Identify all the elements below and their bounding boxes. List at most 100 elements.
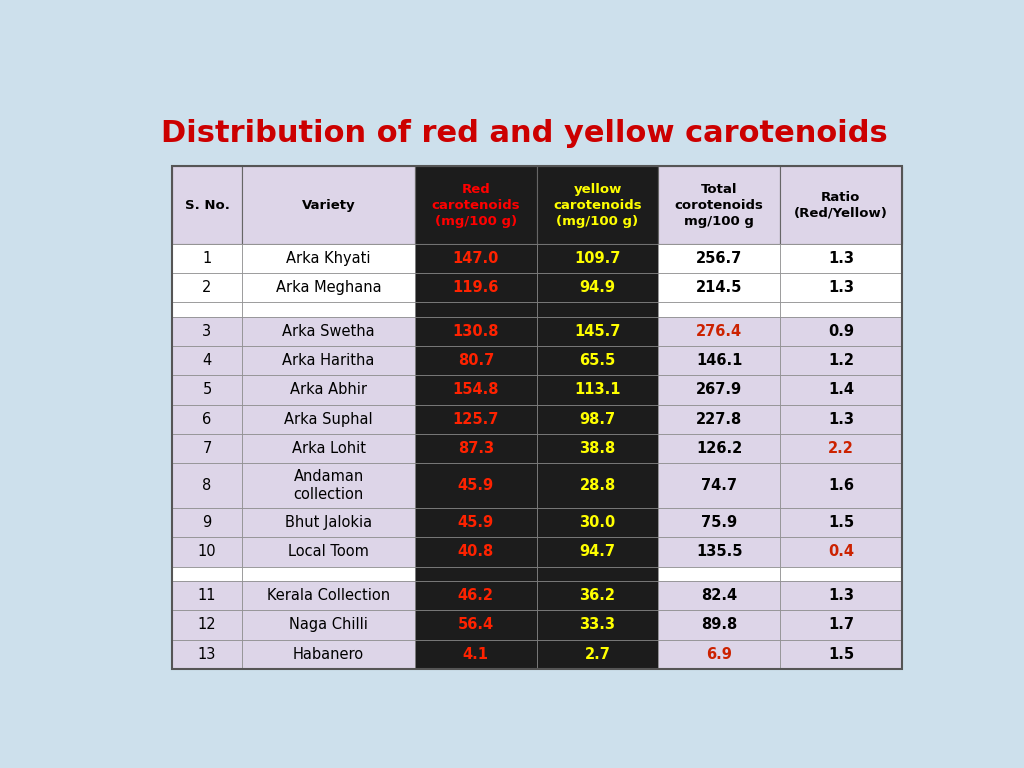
Text: 46.2: 46.2 [458, 588, 494, 603]
Bar [658, 376, 780, 405]
Bar [172, 317, 243, 346]
Bar [780, 346, 902, 376]
Bar [537, 567, 658, 581]
Text: Andaman
collection: Andaman collection [294, 469, 364, 502]
Bar [243, 244, 415, 273]
Text: Arka Swetha: Arka Swetha [283, 324, 375, 339]
Text: 146.1: 146.1 [696, 353, 742, 369]
Text: 33.3: 33.3 [580, 617, 615, 632]
Text: 1.6: 1.6 [828, 478, 854, 493]
Bar [415, 611, 537, 640]
Text: 5: 5 [203, 382, 212, 398]
Bar [658, 538, 780, 567]
Text: S. No.: S. No. [184, 199, 229, 211]
Text: 82.4: 82.4 [701, 588, 737, 603]
Bar [658, 508, 780, 538]
Bar [780, 508, 902, 538]
Text: Naga Chilli: Naga Chilli [289, 617, 368, 632]
Bar [537, 273, 658, 303]
Bar [243, 581, 415, 611]
Text: 8: 8 [203, 478, 212, 493]
Text: Arka Lohit: Arka Lohit [292, 441, 366, 456]
Bar [415, 463, 537, 508]
Text: 0.4: 0.4 [828, 545, 854, 559]
Bar [658, 303, 780, 317]
Bar [537, 376, 658, 405]
Bar [172, 166, 243, 244]
Text: 126.2: 126.2 [696, 441, 742, 456]
Bar [780, 273, 902, 303]
Text: 2.2: 2.2 [828, 441, 854, 456]
Text: 113.1: 113.1 [574, 382, 621, 398]
Text: 45.9: 45.9 [458, 478, 494, 493]
Bar [658, 567, 780, 581]
Text: 28.8: 28.8 [580, 478, 615, 493]
Text: 2.7: 2.7 [585, 647, 610, 662]
Bar [243, 567, 415, 581]
Bar [243, 508, 415, 538]
Bar [243, 376, 415, 405]
Bar [780, 611, 902, 640]
Bar [172, 463, 243, 508]
Bar [243, 166, 415, 244]
Text: 9: 9 [203, 515, 212, 530]
Bar [172, 346, 243, 376]
Bar [780, 434, 902, 463]
Text: 2: 2 [203, 280, 212, 295]
Bar [658, 346, 780, 376]
Bar [537, 581, 658, 611]
Bar [780, 166, 902, 244]
Text: yellow
carotenoids
(mg/100 g): yellow carotenoids (mg/100 g) [553, 183, 642, 227]
Text: 1.5: 1.5 [827, 515, 854, 530]
Bar [415, 405, 537, 434]
Bar [415, 538, 537, 567]
Text: 4.1: 4.1 [463, 647, 488, 662]
Bar [537, 508, 658, 538]
Bar [658, 640, 780, 669]
Text: 256.7: 256.7 [696, 251, 742, 266]
Bar [172, 376, 243, 405]
Text: 94.9: 94.9 [580, 280, 615, 295]
Bar [537, 317, 658, 346]
Text: 36.2: 36.2 [580, 588, 615, 603]
Bar [658, 166, 780, 244]
Text: 1.3: 1.3 [828, 588, 854, 603]
Bar [172, 166, 902, 669]
Bar [537, 166, 658, 244]
Bar [415, 567, 537, 581]
Text: Local Toom: Local Toom [288, 545, 369, 559]
Text: 1.3: 1.3 [828, 280, 854, 295]
Bar [243, 405, 415, 434]
Text: 154.8: 154.8 [453, 382, 499, 398]
Bar [415, 303, 537, 317]
Bar [172, 581, 243, 611]
Text: 267.9: 267.9 [696, 382, 742, 398]
Text: 3: 3 [203, 324, 212, 339]
Text: 98.7: 98.7 [580, 412, 615, 427]
Text: 119.6: 119.6 [453, 280, 499, 295]
Bar [537, 346, 658, 376]
Bar [243, 303, 415, 317]
Text: Arka Suphal: Arka Suphal [285, 412, 373, 427]
Text: Kerala Collection: Kerala Collection [267, 588, 390, 603]
Text: 40.8: 40.8 [458, 545, 494, 559]
Text: 130.8: 130.8 [453, 324, 499, 339]
Bar [243, 611, 415, 640]
Bar [172, 405, 243, 434]
Bar [658, 317, 780, 346]
Text: Arka Abhir: Arka Abhir [290, 382, 368, 398]
Bar [172, 611, 243, 640]
Text: Distribution of red and yellow carotenoids: Distribution of red and yellow carotenoi… [162, 119, 888, 147]
Text: 13: 13 [198, 647, 216, 662]
Bar [537, 405, 658, 434]
Text: 30.0: 30.0 [580, 515, 615, 530]
Bar [415, 346, 537, 376]
Bar [415, 434, 537, 463]
Bar [172, 567, 243, 581]
Bar [537, 303, 658, 317]
Text: 38.8: 38.8 [580, 441, 615, 456]
Text: Habanero: Habanero [293, 647, 365, 662]
Bar [780, 317, 902, 346]
Bar [172, 273, 243, 303]
Bar [658, 581, 780, 611]
